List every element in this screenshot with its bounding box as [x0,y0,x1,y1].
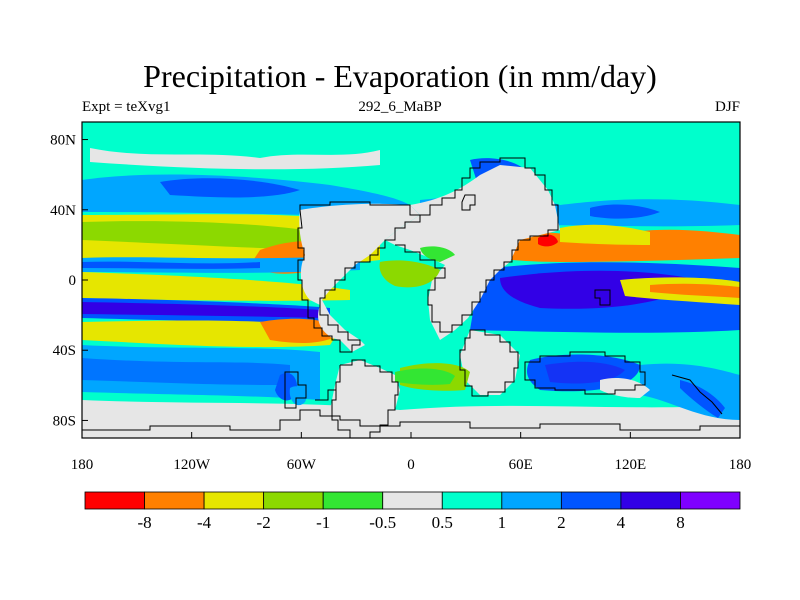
x-tick-label: 180 [71,457,94,473]
colorbar-swatch [620,491,681,510]
x-tick-label: 60E [509,457,533,473]
colorbar-swatch [501,491,562,510]
experiment-label: Expt = teXvg1 [82,99,171,115]
colorbar-swatch [441,491,503,510]
colorbar-label: 0.5 [432,513,453,532]
colorbar-swatch [203,491,265,510]
colorbar-label: -8 [137,513,151,532]
x-tick-label: 120E [614,457,646,473]
coastlines [82,157,740,438]
colorbar-swatch [382,491,443,510]
x-tick-label: 120W [173,457,211,473]
colorbar-label: 2 [557,513,566,532]
x-tick-label: 60W [287,457,317,473]
colorbar-label: -2 [257,513,271,532]
colorbar-label: -1 [316,513,330,532]
colorbar [84,491,741,510]
y-tick-label: 80N [50,133,76,149]
colorbar-label: 8 [676,513,685,532]
season-label: DJF [714,99,740,115]
colorbar-swatch [680,491,741,510]
contour-field [82,122,740,438]
y-tick-label: 40N [50,203,76,219]
colorbar-swatch [263,491,324,510]
colorbar-swatch [84,491,145,510]
colorbar-swatch [322,491,384,510]
x-tick-label: 0 [407,457,415,473]
x-tick-label: 180 [729,457,752,473]
y-tick-label: 80S [53,413,76,429]
colorbar-label: -0.5 [369,513,396,532]
y-tick-label: 0 [69,273,77,289]
time-label: 292_6_MaBP [358,99,442,115]
page-title: Precipitation - Evaporation (in mm/day) [143,58,657,94]
colorbar-swatch [560,491,622,510]
colorbar-label: 1 [498,513,507,532]
colorbar-label: 4 [617,513,626,532]
colorbar-label: -4 [197,513,212,532]
colorbar-swatch [144,491,205,510]
y-tick-label: 40S [53,343,76,359]
